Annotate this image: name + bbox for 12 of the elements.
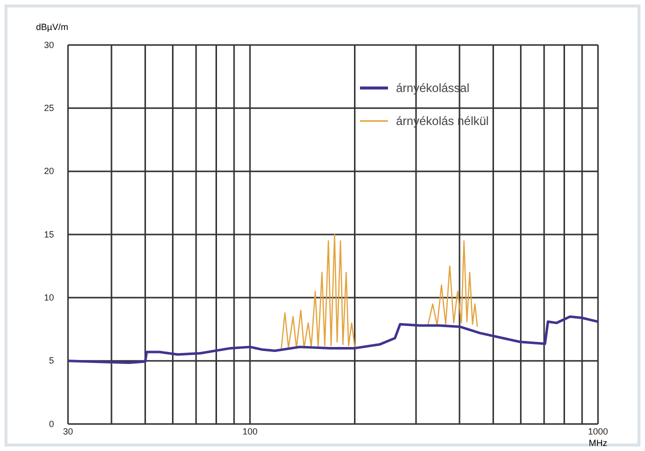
- y-tick-label: 15: [44, 229, 54, 240]
- x-tick-label: 100: [242, 426, 258, 436]
- y-tick-label: 20: [44, 166, 54, 176]
- y-tick-label: 25: [44, 103, 54, 114]
- y-tick-label: 30: [44, 40, 54, 50]
- y-tick-label: 5: [48, 356, 54, 366]
- y-axis-title: dBµV/m: [36, 22, 68, 32]
- y-tick-label: 0: [48, 418, 54, 429]
- x-tick-label: 1000: [588, 426, 608, 436]
- x-axis-title: MHz: [588, 438, 608, 448]
- y-tick-label: 10: [44, 292, 54, 303]
- x-tick-label: 30: [62, 426, 74, 436]
